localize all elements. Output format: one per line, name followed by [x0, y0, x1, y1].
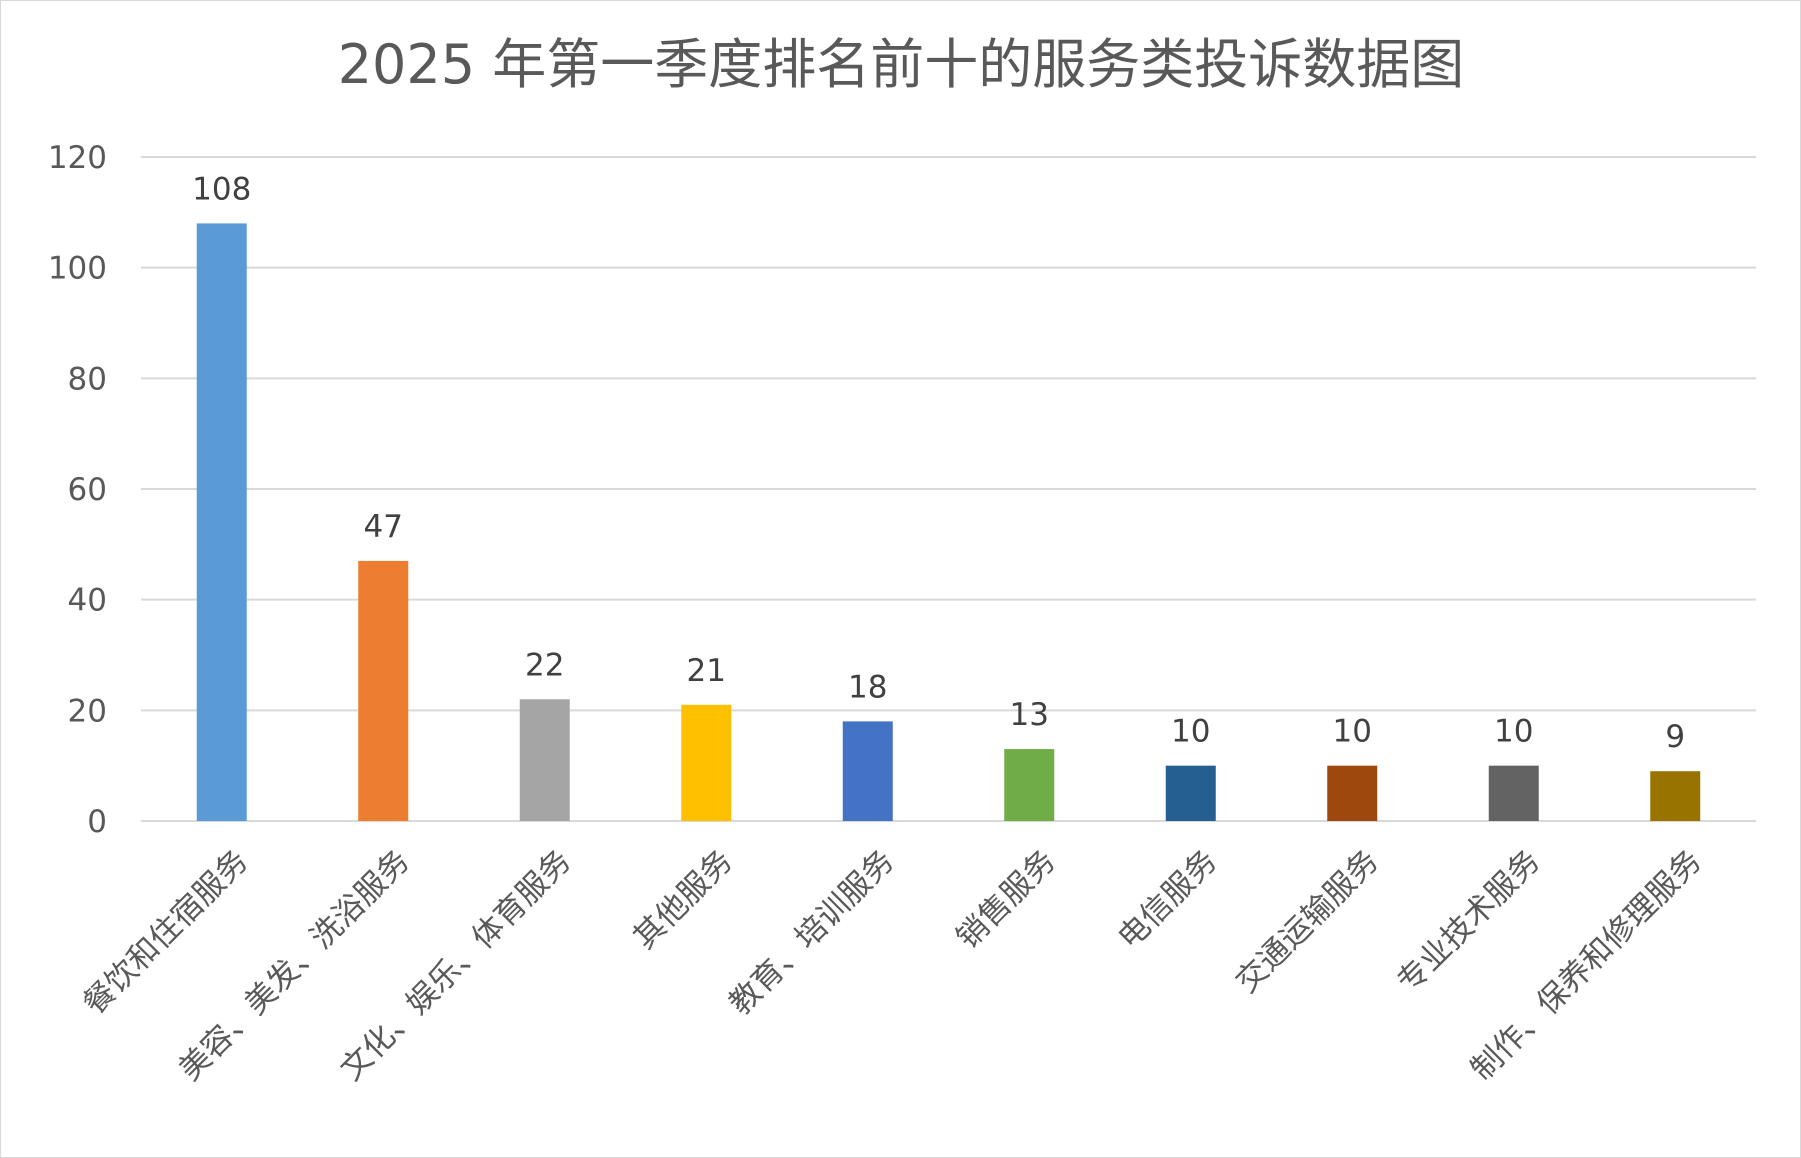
data-label: 10 — [1333, 714, 1372, 750]
x-tick-label: 销售服务 — [950, 843, 1063, 956]
bar — [196, 223, 247, 821]
data-labels: 108 47 22 21 18 13 10 10 10 9 — [192, 171, 1685, 755]
x-tick-label: 餐饮和住宿服务 — [76, 843, 255, 1022]
data-label: 13 — [1010, 697, 1049, 733]
x-tick-label: 电信服务 — [1111, 843, 1224, 956]
data-label: 9 — [1665, 719, 1685, 755]
bar — [519, 699, 570, 821]
data-label: 21 — [687, 653, 726, 689]
y-tick-label: 0 — [87, 804, 107, 840]
chart-title: 2025 年第一季度排名前十的服务类投诉数据图 — [338, 33, 1465, 96]
bar — [1165, 765, 1216, 821]
bar — [358, 560, 409, 821]
bar — [1488, 765, 1539, 821]
x-tick-label: 专业技术服务 — [1390, 843, 1547, 1000]
data-label: 47 — [364, 509, 403, 545]
data-label: 10 — [1171, 714, 1210, 750]
data-label: 18 — [848, 669, 887, 705]
data-label: 108 — [192, 171, 251, 207]
x-tick-label: 其他服务 — [627, 843, 740, 956]
y-tick-label: 60 — [68, 472, 107, 508]
x-tick-label: 教育、培训服务 — [722, 843, 901, 1022]
bar — [681, 704, 732, 821]
y-tick-label: 120 — [48, 140, 107, 176]
data-label: 22 — [525, 647, 564, 683]
y-tick-label: 100 — [48, 251, 107, 287]
bar — [842, 721, 893, 821]
bar — [1004, 749, 1055, 821]
bars — [196, 223, 1701, 821]
bar — [1327, 765, 1378, 821]
y-tick-label: 20 — [68, 693, 107, 729]
bar — [1650, 771, 1701, 821]
gridlines — [141, 156, 1756, 822]
y-axis-ticks: 0 20 40 60 80 100 120 — [48, 140, 107, 840]
x-tick-label: 交通运输服务 — [1229, 843, 1386, 1000]
y-tick-label: 40 — [68, 583, 107, 619]
data-label: 10 — [1494, 714, 1533, 750]
y-tick-label: 80 — [68, 361, 107, 397]
